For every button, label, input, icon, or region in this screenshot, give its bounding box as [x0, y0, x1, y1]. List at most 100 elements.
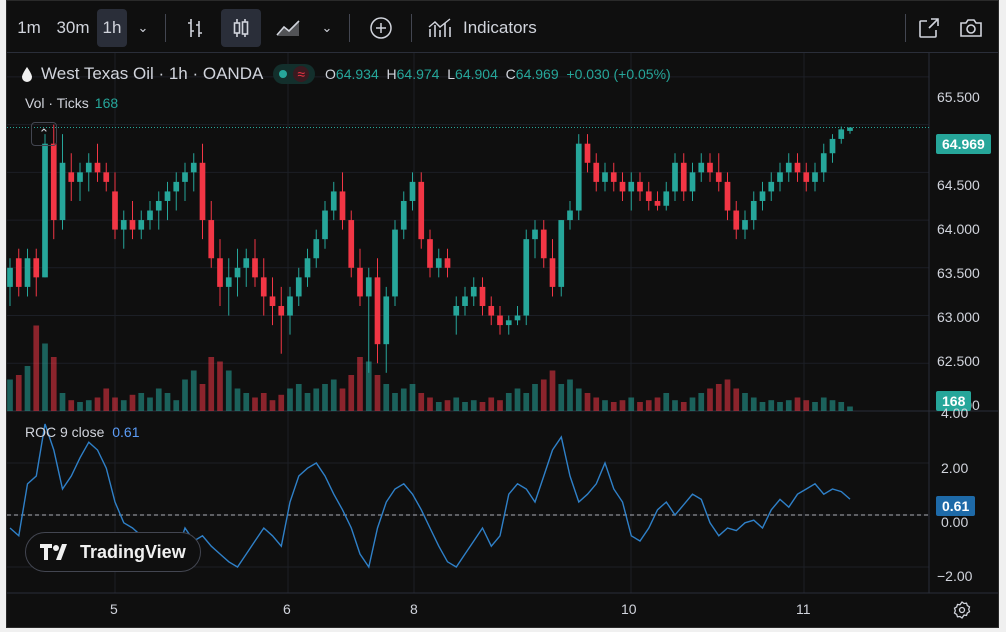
candle-body: [199, 162, 206, 221]
volume-bar: [182, 379, 188, 411]
candle-body: [400, 200, 407, 230]
volume-bar: [610, 402, 617, 411]
candle-body: [15, 258, 22, 287]
candle-body: [392, 229, 398, 297]
indicators-button[interactable]: Indicators: [423, 9, 555, 47]
volume-bar: [715, 384, 722, 411]
volume-bar: [50, 357, 57, 411]
candle-body: [365, 277, 372, 297]
fullscreen-icon[interactable]: [911, 9, 947, 47]
volume-bar: [628, 397, 635, 411]
roc-label[interactable]: ROC 9 close: [25, 424, 105, 440]
time-axis-label: 10: [621, 601, 637, 617]
candle-body: [374, 277, 381, 345]
candle-body: [812, 172, 818, 182]
candle-body: [50, 143, 57, 221]
volume-bar: [392, 393, 398, 411]
candle-body: [549, 258, 556, 287]
volume-bar: [742, 393, 748, 411]
bar-chart-type-icon[interactable]: [177, 9, 213, 47]
candle-body: [112, 191, 118, 230]
candle-body: [295, 277, 302, 297]
price-axis-label: 65.500: [937, 89, 980, 105]
volume-bar: [208, 357, 215, 411]
volume-bar: [252, 397, 258, 411]
tradingview-wordmark: TradingView: [80, 541, 186, 562]
interval-dropdown-chevron-icon[interactable]: ⌄: [137, 20, 149, 35]
candle-body: [663, 191, 670, 206]
volume-bar: [637, 402, 643, 411]
candle-body: [742, 220, 748, 230]
volume-bar: [85, 400, 92, 411]
volume-label[interactable]: Vol · Ticks: [25, 95, 89, 111]
volume-bar: [645, 400, 652, 411]
volume-bar: [365, 361, 372, 411]
volume-bar: [383, 384, 390, 411]
wave-icon: ≈: [293, 66, 310, 82]
volume-bar: [120, 400, 127, 411]
area-chart-type-icon[interactable]: [269, 9, 309, 47]
volume-bar: [7, 379, 13, 411]
symbol-title[interactable]: West Texas Oil · 1h · OANDA: [41, 64, 264, 83]
candle-body: [593, 162, 600, 182]
candle-body: [575, 143, 582, 211]
candle-body: [94, 162, 101, 173]
volume-bar: [672, 400, 678, 411]
interval-1h-button[interactable]: 1h: [97, 9, 127, 47]
volume-bar: [540, 379, 547, 411]
interval-30m-button[interactable]: 30m: [56, 18, 90, 37]
volume-bar: [199, 384, 206, 411]
settings-gear-icon[interactable]: [953, 601, 971, 624]
volume-bar: [339, 388, 346, 411]
time-axis-label: 11: [796, 601, 811, 617]
add-compare-plus-icon[interactable]: [361, 9, 401, 47]
candle-body: [120, 220, 127, 230]
candle-body: [707, 162, 713, 173]
volume-bar: [733, 388, 740, 411]
collapse-legend-chevron-up-icon[interactable]: ⌃: [31, 122, 57, 146]
candle-body: [33, 258, 40, 278]
toolbar-separator: [411, 14, 412, 42]
candle-body: [427, 239, 433, 268]
volume-bar: [260, 393, 267, 411]
candle-body: [418, 181, 425, 240]
volume-bar: [42, 343, 48, 411]
camera-icon[interactable]: [953, 9, 989, 47]
volume-bar: [724, 379, 731, 411]
candle-body: [470, 286, 477, 297]
candles-chart-type-icon[interactable]: [221, 9, 261, 47]
candle-body: [155, 200, 162, 211]
candle-body: [488, 305, 495, 316]
market-status-pill[interactable]: ≈: [273, 64, 316, 84]
volume-bar: [59, 393, 66, 411]
roc-axis-label: −2.00: [937, 568, 973, 584]
chart-type-dropdown-chevron-icon[interactable]: ⌄: [321, 20, 333, 35]
volume-bar: [409, 384, 416, 411]
volume-bar: [138, 393, 145, 411]
candle-body: [243, 258, 250, 268]
interval-1m-button[interactable]: 1m: [17, 18, 41, 37]
volume-bar: [549, 370, 556, 411]
volume-bar: [453, 397, 460, 411]
close-value: 64.969: [515, 66, 559, 82]
volume-bar: [593, 397, 600, 411]
volume-bar: [427, 397, 433, 411]
candle-body: [558, 220, 565, 287]
volume-bar: [602, 400, 608, 411]
volume-bar: [418, 393, 425, 411]
volume-bar: [15, 375, 22, 411]
candle-body: [698, 162, 705, 173]
candle-body: [330, 191, 337, 211]
time-axis-label: 5: [110, 601, 118, 617]
candle-body: [103, 172, 110, 182]
market-open-dot-icon: [279, 70, 288, 78]
volume-tag: 168: [936, 391, 972, 411]
candle-body: [313, 239, 320, 259]
volume-bar: [444, 400, 451, 411]
tradingview-watermark[interactable]: TradingView: [25, 532, 201, 572]
candle-body: [479, 286, 486, 306]
volume-bar: [68, 400, 75, 411]
candle-body: [383, 296, 390, 345]
volume-bar: [155, 388, 162, 411]
candle-body: [147, 210, 153, 221]
